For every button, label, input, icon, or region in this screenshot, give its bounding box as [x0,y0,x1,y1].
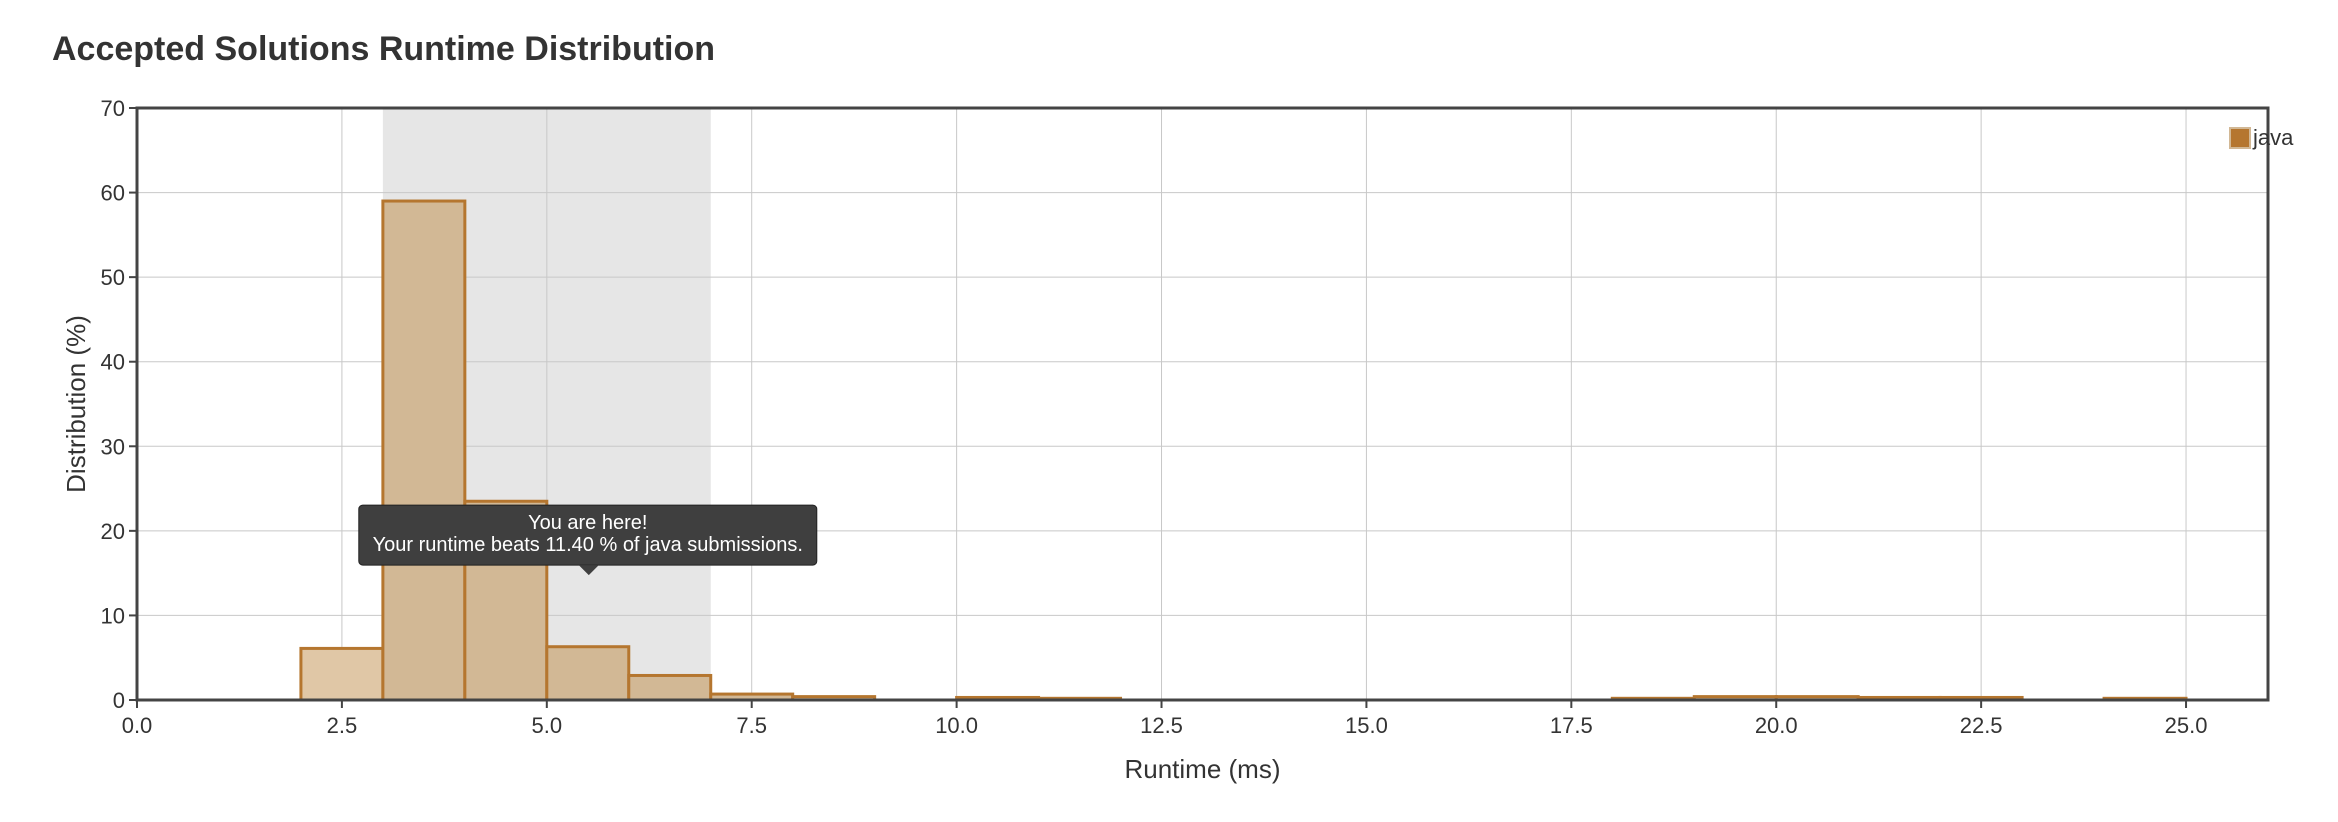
plot-frame [135,106,2270,702]
x-tick-label-5: 12.5 [1140,713,1183,738]
page-title: Accepted Solutions Runtime Distribution [52,30,716,68]
y-tick-label-1: 10 [101,603,125,628]
x-tick-label-3: 7.5 [736,713,767,738]
y-tick-label-2: 20 [101,519,125,544]
x-axis-label: Runtime (ms) [1124,754,1280,784]
y-tick-label-7: 70 [101,96,125,121]
y-tick-label-4: 40 [101,350,125,375]
x-tick-label-6: 15.0 [1345,713,1388,738]
x-tick-label-2: 5.0 [532,713,563,738]
plot-frame-layer [135,106,2270,702]
legend-swatch-java[interactable] [2229,127,2251,149]
legend[interactable]: java [2229,125,2294,150]
x-tick-label-8: 20.0 [1755,713,1798,738]
x-tick-label-1: 2.5 [327,713,358,738]
bar-4 [627,673,713,702]
tooltip-pointer [578,565,599,576]
legend-label-java[interactable]: java [2252,125,2294,150]
y-axis-label: Distribution (%) [61,315,91,493]
y-tick-label-0: 0 [113,688,125,713]
y-tick-label-5: 50 [101,265,125,290]
x-tick-label-7: 17.5 [1550,713,1593,738]
tooltip-line-2: Your runtime beats 11.40 % of java submi… [373,534,803,556]
x-tick-label-10: 25.0 [2165,713,2208,738]
axis-labels-layer: Runtime (ms) Distribution (%) [61,315,1281,784]
y-tick-label-6: 60 [101,181,125,206]
bars-layer [299,199,2188,702]
bar-3 [545,645,631,702]
y-tick-label-3: 30 [101,434,125,459]
bar-1 [381,199,467,702]
tooltip-line-1: You are here! [528,512,647,534]
x-tick-label-0: 0.0 [122,713,153,738]
x-tick-label-4: 10.0 [935,713,978,738]
bar-0 [299,646,385,702]
tooltip: You are here! Your runtime beats 11.40 %… [358,504,818,576]
ticks-layer: 0.0 2.5 5.0 7.5 10.0 12.5 15.0 17.5 20.0 22.5 25.0… [101,96,2208,738]
x-tick-label-9: 22.5 [1960,713,2003,738]
grid-layer [137,108,2268,700]
